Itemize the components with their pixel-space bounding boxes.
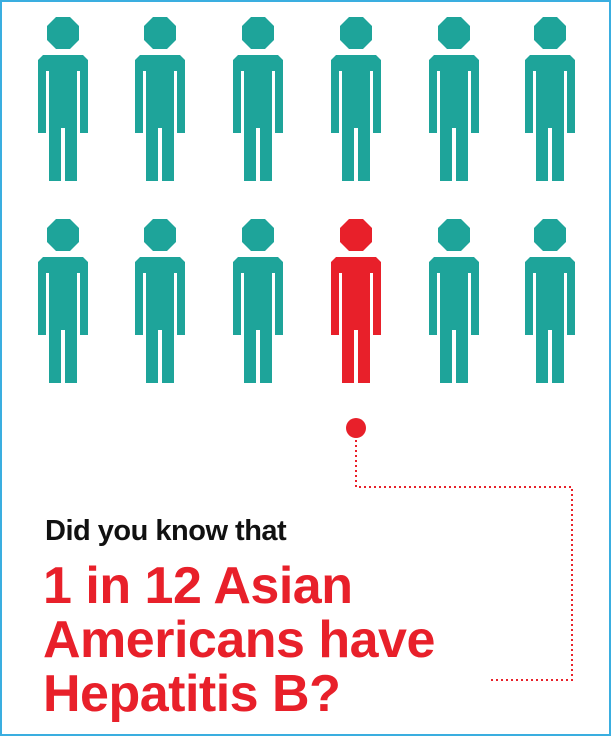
headline-line: 1 in 12 Asian (43, 557, 353, 615)
headline-line: Hepatitis B? (43, 665, 340, 723)
headline-line: Americans have (43, 611, 435, 669)
intro-text: Did you know that (45, 515, 287, 547)
pointer-line (355, 440, 573, 681)
pointer-dot (346, 418, 366, 438)
